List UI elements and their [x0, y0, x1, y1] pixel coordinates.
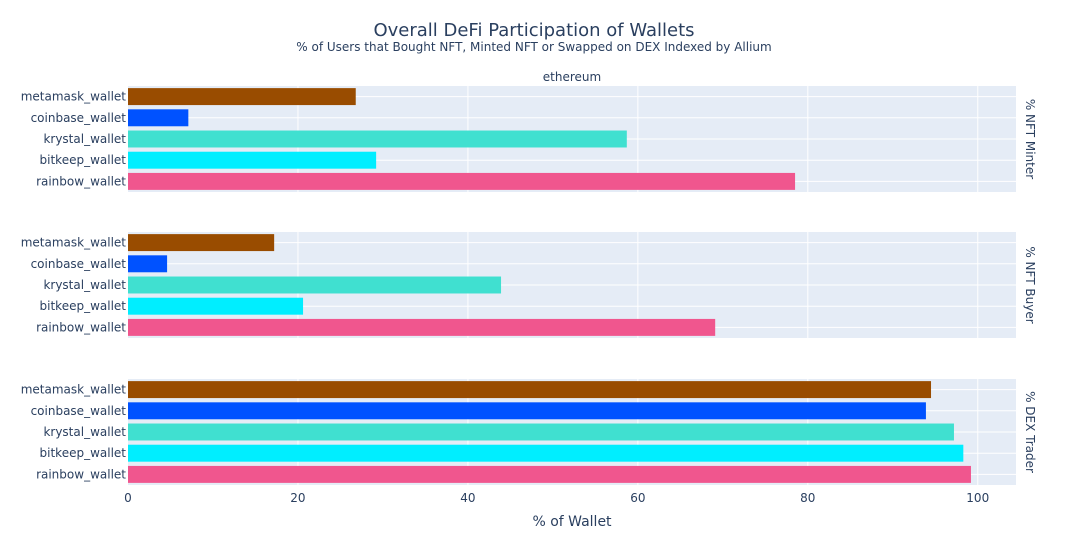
bar-rainbow_wallet[interactable] — [128, 172, 796, 190]
x-tick-label: 40 — [460, 491, 475, 505]
bar-krystal_wallet[interactable] — [128, 130, 627, 148]
x-tick-label: 60 — [630, 491, 645, 505]
bar-rainbow_wallet[interactable] — [128, 318, 716, 336]
facet-column-label: ethereum — [543, 70, 601, 84]
x-tick-label: 80 — [800, 491, 815, 505]
bar-coinbase_wallet[interactable] — [128, 255, 168, 273]
bar-bitkeep_wallet[interactable] — [128, 151, 377, 169]
bar-metamask_wallet[interactable] — [128, 88, 356, 106]
y-tick-label: metamask_wallet — [21, 90, 127, 104]
y-tick-label: bitkeep_wallet — [40, 299, 127, 313]
y-tick-label: rainbow_wallet — [36, 467, 126, 481]
x-tick-label: 100 — [966, 491, 989, 505]
y-tick-label: rainbow_wallet — [36, 174, 126, 188]
bar-coinbase_wallet[interactable] — [128, 402, 926, 420]
y-tick-label: krystal_wallet — [43, 132, 126, 146]
y-tick-label: coinbase_wallet — [31, 111, 127, 125]
panel-3: metamask_wallet coinbase_wallet krystal_wa… — [21, 379, 1037, 485]
y-tick-label: rainbow_wallet — [36, 320, 126, 334]
bar-bitkeep_wallet[interactable] — [128, 444, 964, 462]
plot-area: metamask_wallet coinbase_wallet krystal_wa… — [21, 86, 1037, 505]
facet-row-label: % NFT Minter — [1023, 99, 1037, 179]
panel-2: metamask_wallet coinbase_wallet krystal_wa… — [21, 232, 1037, 338]
facet-row-label: % DEX Trader — [1023, 391, 1037, 473]
bar-bitkeep_wallet[interactable] — [128, 297, 304, 315]
y-tick-label: coinbase_wallet — [31, 257, 127, 271]
y-tick-label: coinbase_wallet — [31, 404, 127, 418]
facet-row-label: % NFT Buyer — [1023, 246, 1037, 323]
x-tick-label: 0 — [124, 491, 132, 505]
y-tick-label: bitkeep_wallet — [40, 446, 127, 460]
y-tick-label: metamask_wallet — [21, 236, 127, 250]
bar-rainbow_wallet[interactable] — [128, 465, 971, 483]
y-tick-label: krystal_wallet — [43, 278, 126, 292]
panel-1: metamask_wallet coinbase_wallet krystal_wa… — [21, 86, 1037, 192]
y-tick-label: krystal_wallet — [43, 425, 126, 439]
y-tick-label: bitkeep_wallet — [40, 153, 127, 167]
x-axis-title: % of Wallet — [532, 514, 612, 530]
chart-title: Overall DeFi Participation of Wallets — [373, 20, 694, 41]
x-tick-label: 20 — [290, 491, 305, 505]
bar-krystal_wallet[interactable] — [128, 276, 502, 294]
bar-krystal_wallet[interactable] — [128, 423, 954, 441]
bar-metamask_wallet[interactable] — [128, 381, 932, 399]
chart-subtitle: % of Users that Bought NFT, Minted NFT o… — [296, 40, 771, 54]
bar-metamask_wallet[interactable] — [128, 234, 275, 252]
y-tick-label: metamask_wallet — [21, 383, 127, 397]
bar-coinbase_wallet[interactable] — [128, 109, 189, 127]
